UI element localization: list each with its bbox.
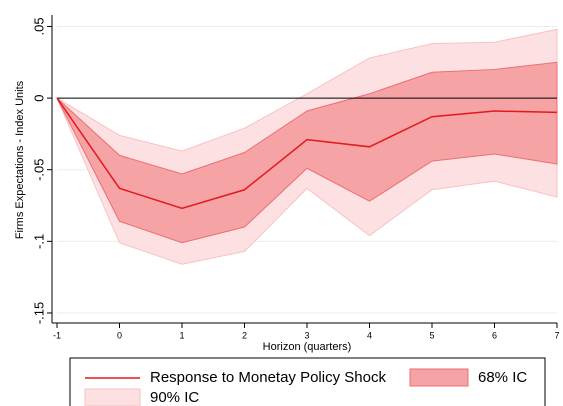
y-tick-label: -.15 [31, 302, 46, 324]
confidence-band [56, 61, 558, 244]
y-axis-label: Firms Expectations - Index Units [14, 80, 26, 239]
legend-label: Response to Monetay Policy Shock [150, 369, 386, 386]
legend-swatch [409, 368, 469, 387]
x-tick-label: 7 [554, 330, 559, 340]
x-tick-label: 3 [304, 330, 309, 340]
x-axis-label: Horizon (quarters) [263, 341, 352, 353]
y-tick-label: 0 [31, 94, 46, 101]
y-tick-label: -.05 [31, 159, 46, 181]
x-tick-label: 1 [179, 330, 184, 340]
x-tick-label: 2 [242, 330, 247, 340]
x-tick-label: 6 [492, 330, 497, 340]
x-tick-label: -1 [53, 330, 61, 340]
legend-swatch [84, 388, 141, 406]
x-tick-label: 0 [117, 330, 122, 340]
y-tick-label: -.1 [31, 234, 46, 249]
legend-label: 68% IC [478, 369, 527, 386]
x-tick-label: 5 [429, 330, 434, 340]
series-line [56, 97, 558, 210]
legend-label: 90% IC [150, 389, 199, 406]
x-tick-label: 4 [367, 330, 372, 340]
y-tick-label: .05 [31, 17, 46, 35]
